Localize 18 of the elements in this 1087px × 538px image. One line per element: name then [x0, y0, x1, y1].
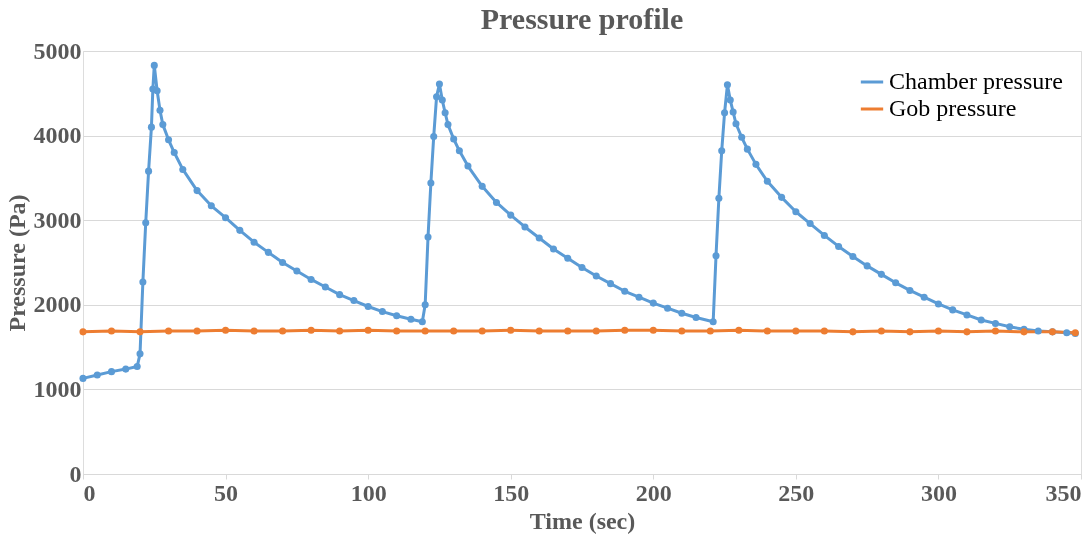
x-tick-label: 350 — [1045, 479, 1082, 506]
x-tick-label: 50 — [214, 479, 239, 506]
legend-label: Chamber pressure — [889, 68, 1063, 94]
y-tick-label: 2000 — [33, 291, 82, 318]
y-tick-label: 0 — [69, 460, 82, 487]
x-tick-label: 250 — [778, 479, 815, 506]
x-tick-label: 150 — [493, 479, 530, 506]
x-tick-label: 300 — [920, 479, 957, 506]
x-tick-label: 200 — [635, 479, 672, 506]
y-tick-label: 1000 — [33, 375, 82, 402]
y-tick-label: 3000 — [33, 206, 82, 233]
y-tick-label: 4000 — [33, 122, 82, 149]
x-axis-title: Time (sec) — [529, 507, 636, 534]
legend-label: Gob pressure — [889, 95, 1017, 121]
chart-title: Pressure profile — [480, 2, 684, 35]
y-tick-label: 5000 — [33, 37, 82, 64]
x-tick-label: 100 — [350, 479, 387, 506]
y-axis-title: Pressure (Pa) — [3, 194, 30, 332]
